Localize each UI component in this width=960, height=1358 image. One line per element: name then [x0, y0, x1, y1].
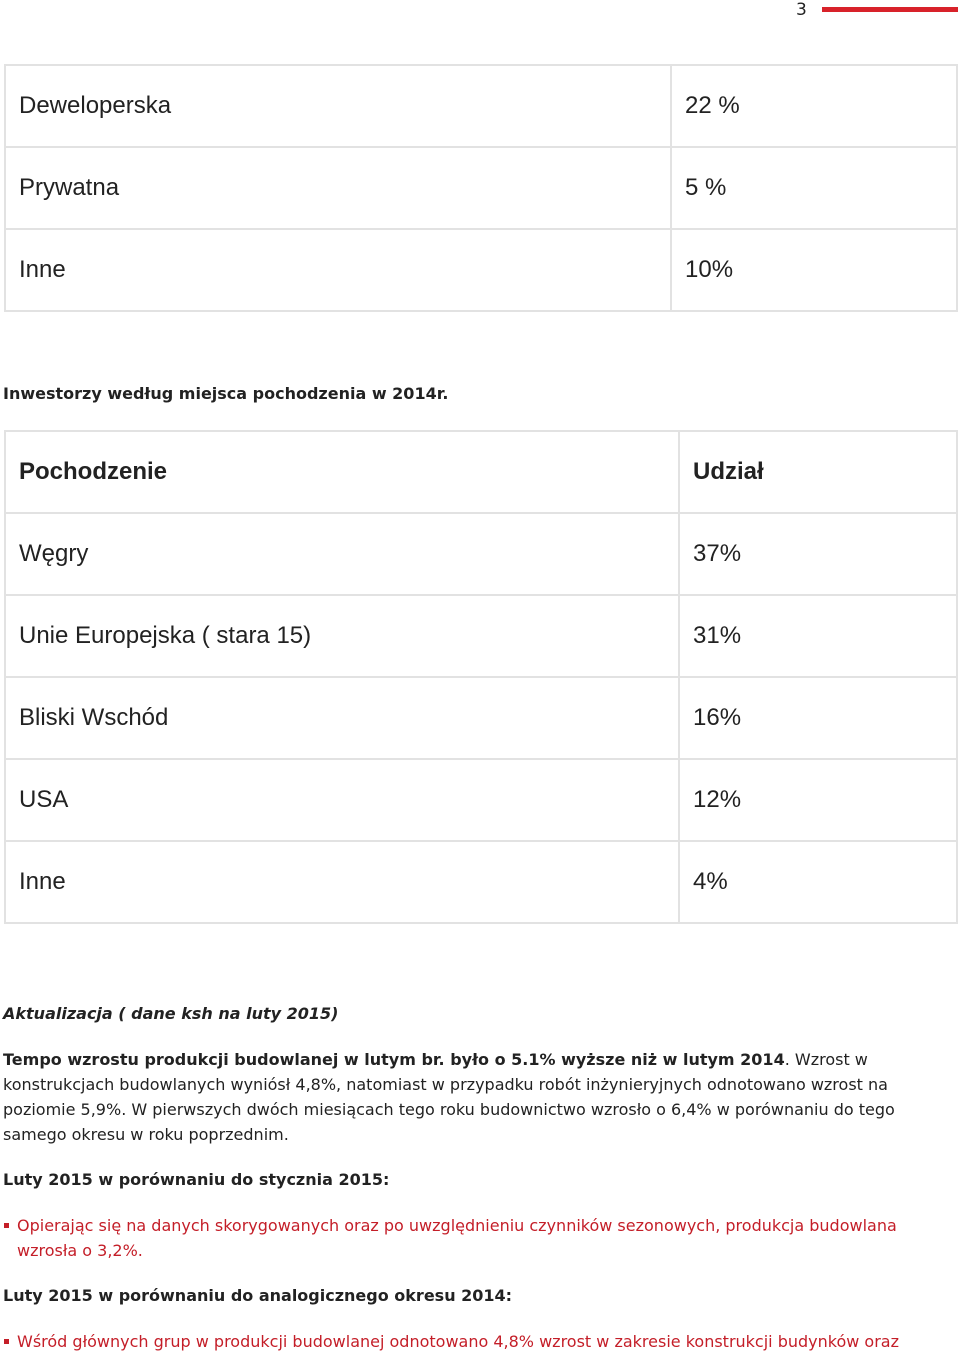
- table-row: USA 12%: [4, 758, 958, 842]
- row-value: 31%: [678, 594, 958, 678]
- row-label: Inne: [4, 228, 672, 312]
- row-value: 37%: [678, 512, 958, 596]
- column-header-origin: Pochodzenie: [4, 430, 680, 514]
- table-row: Unie Europejska ( stara 15) 31%: [4, 594, 958, 678]
- row-label: Deweloperska: [4, 64, 672, 148]
- table-row: Deweloperska 22 %: [4, 64, 958, 148]
- row-value: 10%: [670, 228, 958, 312]
- row-value: 16%: [678, 676, 958, 760]
- comparison-january-bullet: Opierając się na danych skorygowanych or…: [3, 1213, 948, 1263]
- page-number: 3: [796, 0, 807, 20]
- update-title: Aktualizacja ( dane ksh na luty 2015): [3, 1004, 339, 1023]
- row-value: 12%: [678, 758, 958, 842]
- update-lead-bold: Tempo wzrostu produkcji budowlanej w lut…: [3, 1050, 785, 1069]
- row-label: Prywatna: [4, 146, 672, 230]
- header-accent-bar: [822, 7, 958, 12]
- row-label: Unie Europejska ( stara 15): [4, 594, 680, 678]
- table-row: Prywatna 5 %: [4, 146, 958, 230]
- row-value: 22 %: [670, 64, 958, 148]
- bullet-square-icon: [4, 1223, 9, 1228]
- bullet-square-icon: [4, 1339, 9, 1344]
- row-label: Węgry: [4, 512, 680, 596]
- update-lead-rest: . Wzrost w konstrukcjach budowlanych wyn…: [3, 1050, 895, 1144]
- table-row: Inne 4%: [4, 840, 958, 924]
- row-value: 5 %: [670, 146, 958, 230]
- column-header-share: Udział: [678, 430, 958, 514]
- table-header-row: Pochodzenie Udział: [4, 430, 958, 514]
- comparison-january-title: Luty 2015 w porównaniu do stycznia 2015:: [3, 1170, 390, 1189]
- origin-section-title: Inwestorzy według miejsca pochodzenia w …: [3, 384, 449, 403]
- row-label: Bliski Wschód: [4, 676, 680, 760]
- table-row: Bliski Wschód 16%: [4, 676, 958, 760]
- table-row: Węgry 37%: [4, 512, 958, 596]
- row-value: 4%: [678, 840, 958, 924]
- comparison-2014-title: Luty 2015 w porównaniu do analogicznego …: [3, 1286, 513, 1305]
- investor-type-table: Deweloperska 22 % Prywatna 5 % Inne 10%: [4, 64, 958, 312]
- row-label: Inne: [4, 840, 680, 924]
- bullet-text: Wśród głównych grup w produkcji budowlan…: [17, 1332, 899, 1351]
- investor-origin-table: Pochodzenie Udział Węgry 37% Unie Europe…: [4, 430, 958, 924]
- update-paragraph: Tempo wzrostu produkcji budowlanej w lut…: [3, 1047, 953, 1147]
- table-row: Inne 10%: [4, 228, 958, 312]
- bullet-text: Opierając się na danych skorygowanych or…: [17, 1216, 897, 1260]
- comparison-2014-bullet: Wśród głównych grup w produkcji budowlan…: [3, 1329, 948, 1354]
- row-label: USA: [4, 758, 680, 842]
